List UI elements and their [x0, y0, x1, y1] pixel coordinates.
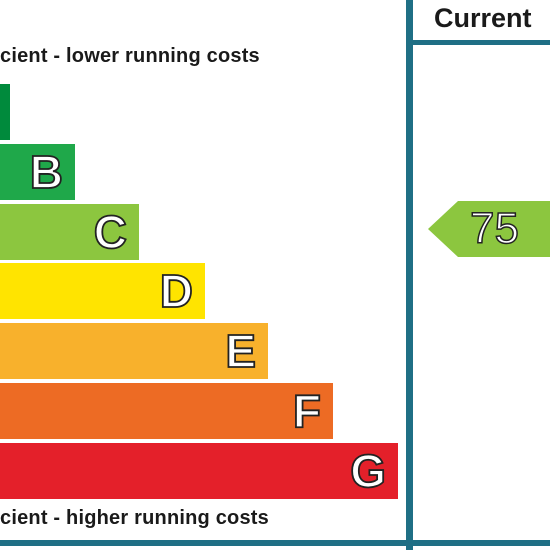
band-b-letter: B [29, 146, 64, 198]
current-column-header: Current [434, 3, 532, 33]
band-g: G [0, 443, 398, 499]
band-e: E [0, 323, 268, 379]
band-d-letter: D [159, 265, 194, 317]
band-c: C [0, 204, 139, 260]
bottom-caption: cient - higher running costs [0, 507, 269, 529]
column-divider [406, 0, 413, 550]
band-f: F [0, 383, 333, 439]
band-d: D [0, 263, 205, 319]
top-caption: cient - lower running costs [0, 45, 260, 67]
band-b: B [0, 144, 75, 200]
header-rule [413, 40, 550, 45]
band-g-letter: G [349, 445, 387, 497]
current-rating-value: 75 [469, 204, 519, 253]
band-e-letter: E [224, 325, 256, 377]
band-c-letter: C [93, 206, 128, 258]
bottom-rule [0, 540, 550, 546]
band-f-letter: F [292, 385, 322, 437]
band-a [0, 84, 10, 140]
current-rating-arrow: 75 [428, 201, 550, 257]
